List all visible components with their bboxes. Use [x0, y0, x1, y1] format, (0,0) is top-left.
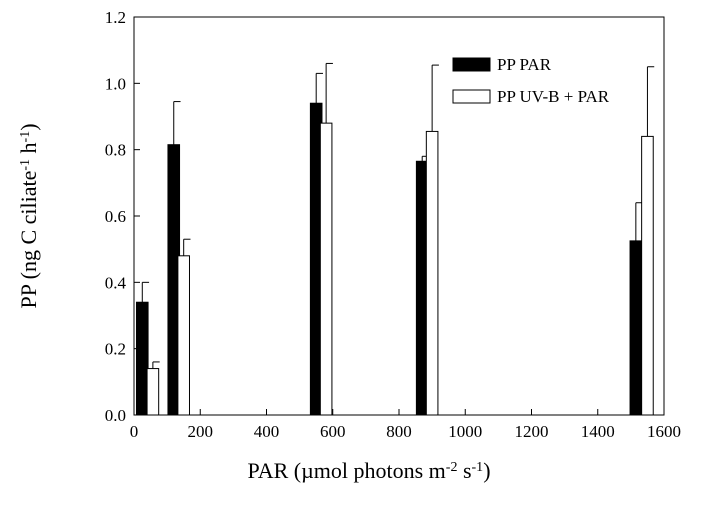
y-tick-label: 0.8 [105, 141, 126, 160]
y-axis-label-part: -1 [18, 131, 33, 143]
y-tick-label: 0.2 [105, 340, 126, 359]
y-tick-label: 1.2 [105, 8, 126, 27]
x-tick-label: 1200 [515, 422, 549, 441]
legend-swatch [452, 57, 491, 72]
x-tick-label: 200 [188, 422, 214, 441]
x-axis-label: PAR (µmol photons m-2 s-1) [247, 458, 490, 483]
x-tick-label: 1400 [581, 422, 615, 441]
bar [319, 122, 333, 416]
bar [146, 368, 160, 416]
x-tick-label: 1000 [448, 422, 482, 441]
x-axis-label-part: s [457, 458, 471, 483]
x-axis-label-part: -1 [472, 460, 484, 475]
y-axis-label-part: h [16, 142, 41, 159]
x-tick-label: 1600 [647, 422, 681, 441]
y-tick-label: 0.4 [105, 273, 127, 292]
x-axis-label-part: -2 [446, 460, 458, 475]
y-axis-label-part: PP (ng C ciliate [16, 171, 41, 309]
y-axis-label-part: ) [16, 123, 41, 130]
legend-label: PP PAR [497, 55, 552, 74]
legend-label: PP UV-B + PAR [497, 87, 610, 106]
x-axis-label-part: PAR (µmol photons m [247, 458, 445, 483]
y-axis-label-part: -1 [18, 159, 33, 171]
x-tick-label: 0 [130, 422, 139, 441]
x-tick-label: 400 [254, 422, 280, 441]
bar [641, 135, 654, 416]
y-axis-label: PP (ng C ciliate-1 h-1) [16, 123, 41, 308]
y-tick-label: 0.0 [105, 406, 126, 425]
y-tick-label: 0.6 [105, 207, 126, 226]
x-tick-label: 800 [386, 422, 412, 441]
bar [425, 130, 439, 416]
x-tick-label: 600 [320, 422, 346, 441]
plot-frame [133, 16, 665, 416]
x-axis-label-part: ) [483, 458, 490, 483]
bar [135, 301, 149, 416]
bar [177, 255, 190, 416]
legend-swatch [452, 89, 491, 104]
y-tick-label: 1.0 [105, 74, 126, 93]
bar [629, 240, 643, 416]
